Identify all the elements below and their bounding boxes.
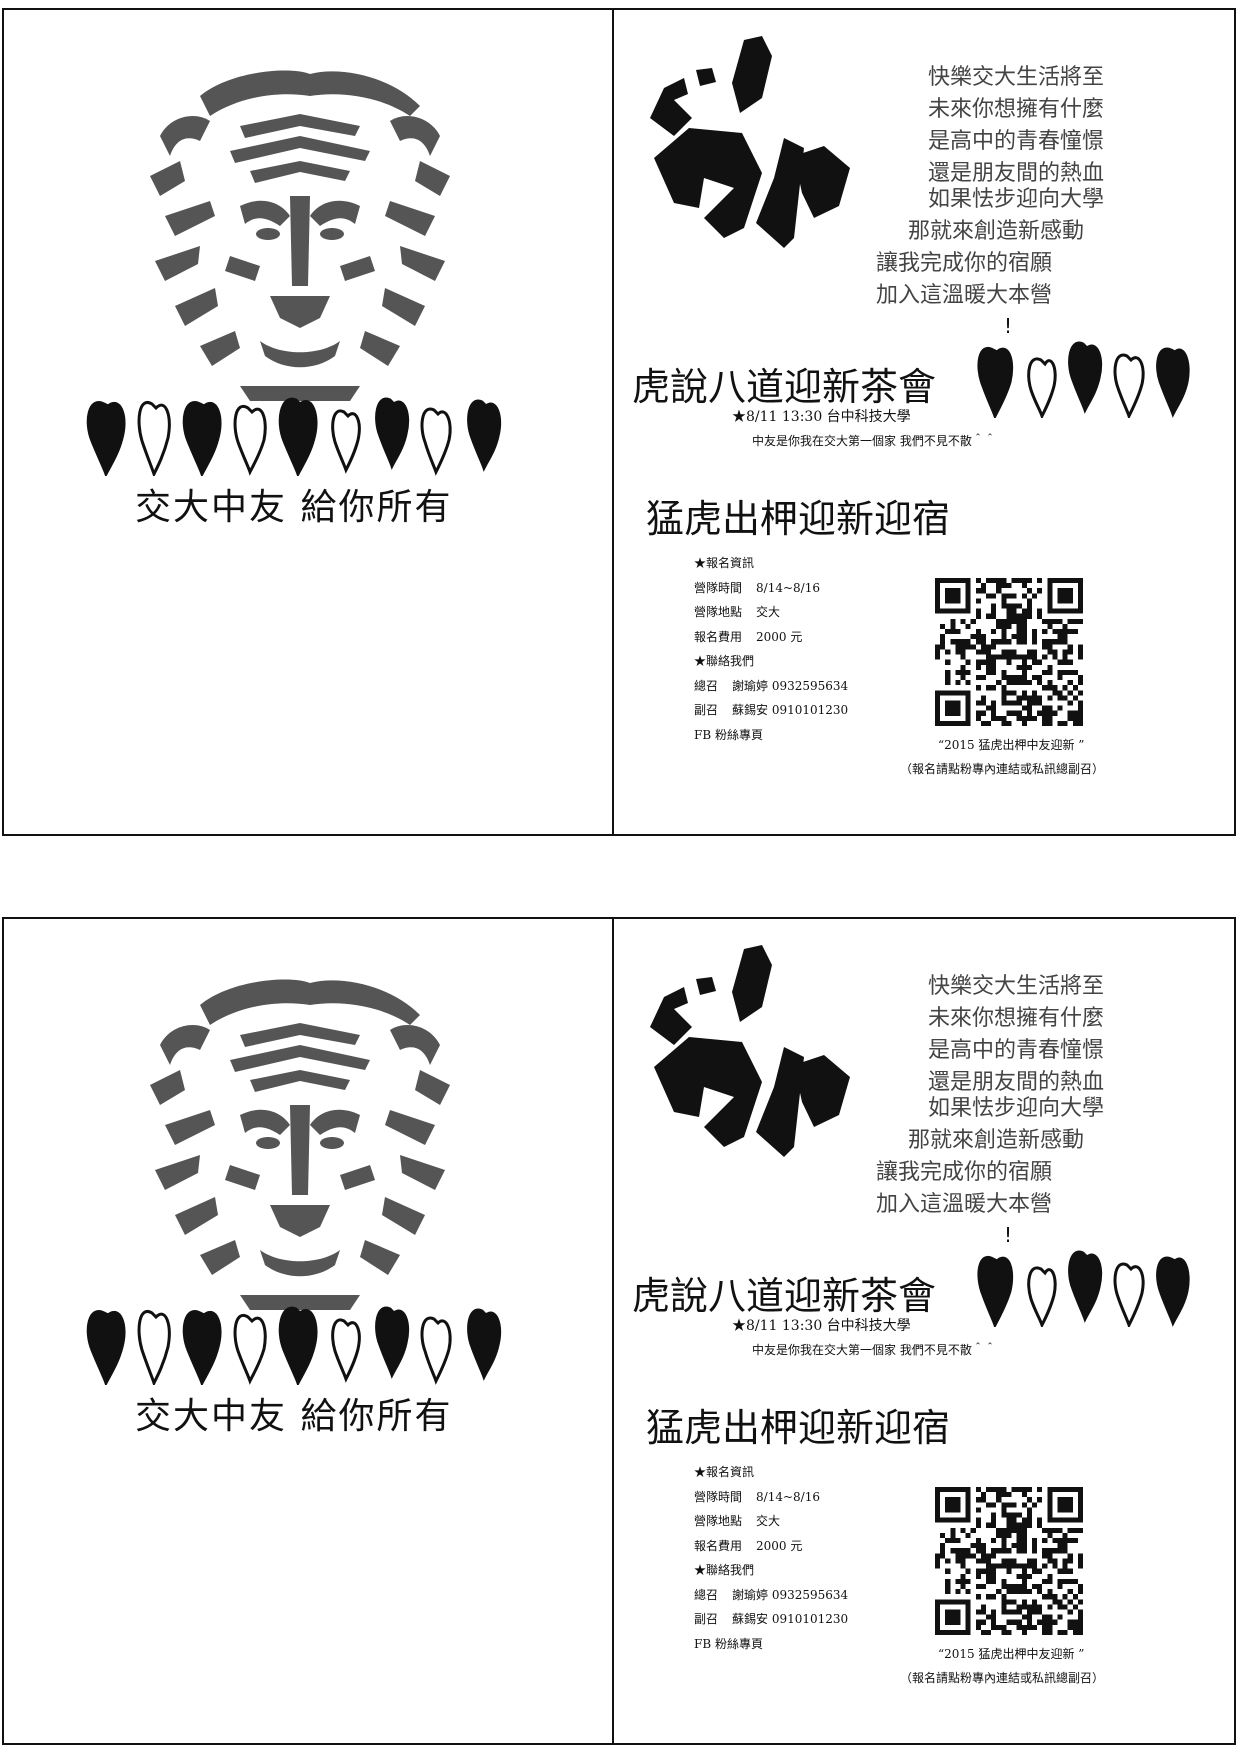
contact-vice-row: 副召 蘇錫安 0910101230	[694, 1612, 849, 1626]
slogan: 交大中友 給你所有	[135, 487, 453, 528]
tea-party-date-venue: ★8/11 13:30 台中科技大學	[732, 1318, 911, 1334]
heart-icon	[1068, 1250, 1103, 1323]
flyer-frame	[2, 917, 1236, 1745]
poem-line: 快樂交大生活將至	[927, 65, 1104, 90]
poem-line: 未來你想擁有什麼	[927, 97, 1104, 122]
qr-code-icon	[935, 578, 1083, 726]
flyer-frame	[2, 8, 1236, 836]
registration-info: ★報名資訊 營隊時間 8/14~8/16 營隊地點 交大 報名費用 2000 元 ★聯…	[694, 1460, 848, 1656]
paw-print-icon	[650, 945, 850, 1157]
heart-outline-icon	[1027, 357, 1057, 418]
qr-instruction: （報名請點粉專內連結或私訊總副召）	[900, 762, 1105, 776]
poem-line: 是高中的青春憧憬	[927, 129, 1104, 154]
flyer-top: 交大中友 給你所有 快樂交大生活將至 未來你想擁有什麼 是高中的青春憧憬 還是朋…	[0, 8, 1240, 843]
poem-line: 如果怯步迎向大學	[927, 1096, 1104, 1121]
poem-block: 快樂交大生活將至 未來你想擁有什麼 是高中的青春憧憬 還是朋友間的熱血 如果怯步…	[876, 62, 1104, 312]
tiger-face-illustration	[150, 979, 450, 1310]
heart-outline-icon	[137, 1310, 171, 1385]
heart-icon	[467, 399, 502, 472]
heart-icon	[977, 346, 1014, 418]
heart-icon	[375, 397, 410, 470]
contact-heading: ★聯絡我們	[694, 654, 755, 668]
reg-fee-row: 報名費用 2000 元	[694, 1538, 803, 1553]
contact-vice-row: 副召 蘇錫安 0910101230	[694, 703, 849, 717]
poem-line: 讓我完成你的宿願	[875, 1160, 1052, 1185]
poem-line: 是高中的青春憧憬	[927, 1038, 1104, 1063]
heart-outline-icon	[137, 401, 171, 476]
reg-heading: ★報名資訊	[694, 556, 755, 570]
poem-block: 快樂交大生活將至 未來你想擁有什麼 是高中的青春憧憬 還是朋友間的熱血 如果怯步…	[876, 971, 1104, 1221]
tea-party-date-venue: ★8/11 13:30 台中科技大學	[732, 409, 911, 425]
slogan: 交大中友 給你所有	[135, 1396, 453, 1437]
tea-party-note: 中友是你我在交大第一個家 我們不見不散＾＾	[752, 1343, 996, 1357]
heart-icon	[86, 401, 126, 476]
heart-icon	[1156, 347, 1190, 418]
paw-print-icon	[650, 36, 850, 248]
contact-chief-row: 總召 謝瑜婷 0932595634	[694, 1587, 849, 1602]
heart-row-right	[977, 341, 1190, 418]
heart-icon	[467, 1308, 502, 1381]
poem-line: 還是朋友間的熱血	[927, 1070, 1104, 1095]
heart-outline-icon	[1113, 353, 1145, 418]
qr-instruction: （報名請點粉專內連結或私訊總副召）	[900, 1671, 1105, 1685]
poem-exclamation: !	[1004, 1223, 1013, 1247]
heart-row-right	[977, 1250, 1190, 1327]
camp-title: 猛虎出柙迎新迎宿	[646, 1406, 951, 1450]
fold-divider	[612, 8, 614, 836]
heart-icon	[278, 1306, 318, 1385]
reg-heading: ★報名資訊	[694, 1465, 755, 1479]
heart-icon	[1156, 1256, 1190, 1327]
tea-party-title: 虎說八道迎新茶會	[632, 1274, 937, 1318]
poem-line: 讓我完成你的宿願	[875, 251, 1052, 276]
heart-outline-icon	[1027, 1266, 1057, 1327]
tiger-face-illustration	[150, 70, 450, 401]
heart-row-left	[86, 1306, 502, 1385]
fb-page-label: FB 粉絲專頁	[694, 1636, 763, 1651]
poem-line: 還是朋友間的熱血	[927, 161, 1104, 186]
reg-time-row: 營隊時間 8/14~8/16	[694, 580, 820, 595]
tea-party-note: 中友是你我在交大第一個家 我們不見不散＾＾	[752, 434, 996, 448]
heart-icon	[375, 1306, 410, 1379]
flyer-bottom: 交大中友 給你所有 快樂交大生活將至 未來你想擁有什麼 是高中的青春憧憬 還是朋…	[0, 917, 1240, 1752]
reg-place-row: 營隊地點 交大	[694, 605, 781, 619]
tea-party-title: 虎說八道迎新茶會	[632, 365, 937, 409]
poem-line: 那就來創造新感動	[907, 219, 1084, 244]
heart-icon	[86, 1310, 126, 1385]
heart-outline-icon	[233, 1313, 267, 1385]
poem-line: 未來你想擁有什麼	[927, 1006, 1104, 1031]
heart-icon	[278, 397, 318, 476]
poem-line: 加入這溫暖大本營	[875, 283, 1052, 308]
heart-outline-icon	[331, 1318, 361, 1383]
heart-outline-icon	[420, 1316, 452, 1385]
heart-icon	[1068, 341, 1103, 414]
heart-icon	[977, 1255, 1014, 1327]
qr-code-icon	[935, 1487, 1083, 1635]
heart-outline-icon	[420, 407, 452, 476]
heart-row-left	[86, 397, 502, 476]
poem-line: 快樂交大生活將至	[927, 974, 1104, 999]
reg-time-row: 營隊時間 8/14~8/16	[694, 1489, 820, 1504]
camp-title: 猛虎出柙迎新迎宿	[646, 497, 951, 541]
qr-caption: “2015 猛虎出柙中友迎新 ”	[938, 1647, 1085, 1661]
poem-line: 如果怯步迎向大學	[927, 187, 1104, 212]
heart-icon	[182, 1310, 222, 1385]
fb-page-label: FB 粉絲專頁	[694, 727, 763, 742]
reg-place-row: 營隊地點 交大	[694, 1514, 781, 1528]
poem-line: 加入這溫暖大本營	[875, 1192, 1052, 1217]
heart-outline-icon	[233, 404, 267, 476]
contact-heading: ★聯絡我們	[694, 1563, 755, 1577]
poem-line: 那就來創造新感動	[907, 1128, 1084, 1153]
heart-icon	[182, 401, 222, 476]
heart-outline-icon	[1113, 1262, 1145, 1327]
contact-chief-row: 總召 謝瑜婷 0932595634	[694, 678, 849, 693]
fold-divider	[612, 917, 614, 1745]
qr-caption: “2015 猛虎出柙中友迎新 ”	[938, 738, 1085, 752]
heart-outline-icon	[331, 409, 361, 474]
poem-exclamation: !	[1004, 314, 1013, 338]
reg-fee-row: 報名費用 2000 元	[694, 629, 803, 644]
registration-info: ★報名資訊 營隊時間 8/14~8/16 營隊地點 交大 報名費用 2000 元 ★聯…	[694, 551, 848, 747]
